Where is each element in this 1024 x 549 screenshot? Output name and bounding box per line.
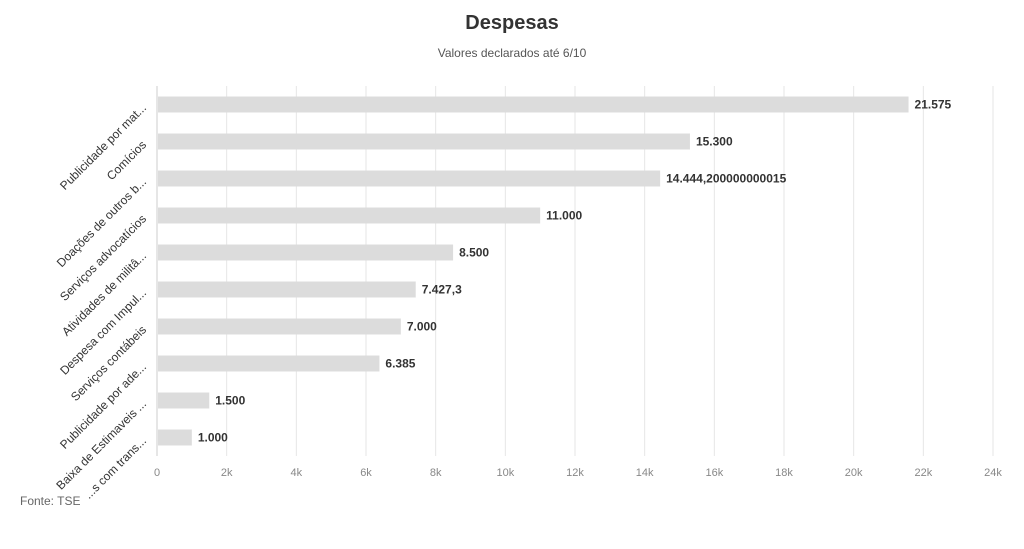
x-tick-label: 6k — [360, 467, 372, 479]
data-label: 7.000 — [407, 320, 437, 334]
data-label: 7.427,3 — [422, 283, 462, 297]
x-tick-label: 12k — [566, 467, 584, 479]
bar — [158, 318, 401, 335]
chart-title: Despesas — [465, 12, 559, 34]
bar — [158, 244, 454, 261]
bar — [158, 133, 690, 150]
x-axis-ticks: 0 2k 4k 6k 8k 10k 12k 14k 16k 18k 20k 22k 24k — [154, 467, 1002, 479]
data-label: 8.500 — [459, 246, 489, 260]
x-tick-label: 16k — [705, 467, 723, 479]
data-label: 14.444,200000000015 — [666, 172, 786, 186]
bars — [158, 96, 909, 446]
bar — [158, 429, 192, 446]
x-tick-label: 22k — [914, 467, 932, 479]
bar — [158, 281, 416, 298]
x-tick-label: 24k — [984, 467, 1002, 479]
x-tick-label: 18k — [775, 467, 793, 479]
x-tick-label: 10k — [496, 467, 514, 479]
bar — [158, 392, 210, 409]
value-labels: 21.575 15.300 14.444,200000000015 11.000 8.5… — [198, 98, 952, 445]
source-note: Fonte: TSE — [20, 494, 81, 508]
data-label: 11.000 — [546, 209, 582, 223]
bar — [158, 355, 380, 372]
bar — [158, 170, 661, 187]
data-label: 1.000 — [198, 431, 228, 445]
x-tick-label: 2k — [221, 467, 233, 479]
x-tick-label: 14k — [636, 467, 654, 479]
chart-subtitle: Valores declarados até 6/10 — [437, 46, 587, 60]
data-label: 15.300 — [696, 135, 733, 149]
x-tick-label: 4k — [291, 467, 303, 479]
x-tick-label: 8k — [430, 467, 442, 479]
bar — [158, 96, 909, 113]
bar — [158, 207, 541, 224]
data-label: 6.385 — [385, 357, 415, 371]
x-tick-label: 0 — [154, 467, 160, 479]
x-tick-label: 20k — [845, 467, 863, 479]
data-label: 1.500 — [215, 394, 245, 408]
data-label: 21.575 — [915, 98, 952, 112]
